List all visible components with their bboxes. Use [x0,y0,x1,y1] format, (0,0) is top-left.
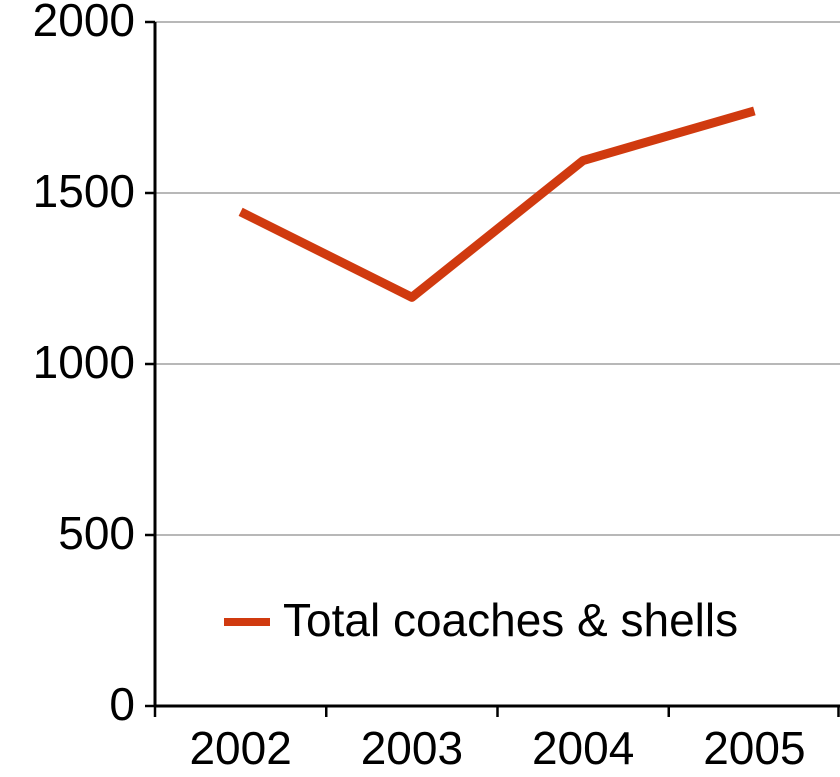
legend-label: Total coaches & shells [283,594,738,646]
x-tick-label: 2003 [361,722,463,774]
y-tick-label: 1000 [33,336,135,388]
x-tick-label: 2004 [532,722,634,774]
y-tick-label: 500 [58,507,135,559]
y-tick-label: 1500 [33,165,135,217]
x-tick-label: 2002 [189,722,291,774]
y-tick-label: 2000 [33,0,135,46]
y-tick-label: 0 [109,678,135,730]
x-tick-label: 2005 [703,722,805,774]
line-series [238,106,756,302]
